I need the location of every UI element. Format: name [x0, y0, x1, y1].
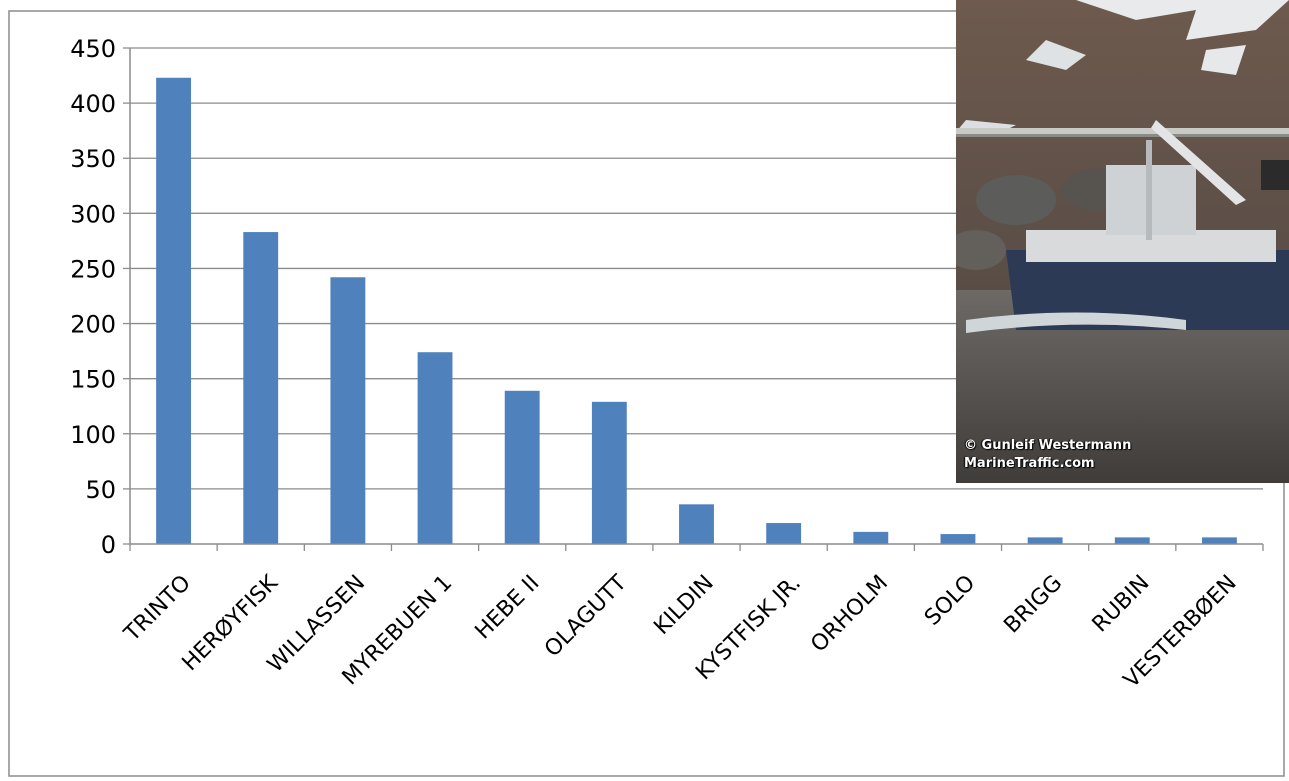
bar-hebe-ii	[504, 390, 540, 544]
ship-photo: KYSTFISK JR MYRE © Gunleif Westermann Ma…	[956, 0, 1289, 483]
bar-rubin	[1114, 537, 1150, 544]
y-tick-label: 450	[70, 35, 116, 63]
y-tick-label: 150	[70, 366, 116, 394]
photo-credit-site: MarineTraffic.com	[964, 456, 1095, 471]
bar-vesterbøen	[1201, 537, 1237, 544]
bar-kystfisk-jr-	[766, 523, 802, 544]
hull-name: KYSTFISK JR	[1206, 266, 1269, 276]
bar-herøyfisk	[243, 232, 279, 544]
y-tick-label: 250	[70, 255, 116, 283]
y-tick-label: 200	[70, 311, 116, 339]
y-tick-label: 300	[70, 200, 116, 228]
y-tick-label: 0	[101, 531, 116, 559]
axes	[123, 47, 1264, 551]
bar-olagutt	[591, 401, 627, 544]
bar-willassen	[330, 277, 366, 544]
y-tick-label: 350	[70, 145, 116, 173]
y-tick-label: 50	[85, 476, 116, 504]
y-tick-label: 100	[70, 421, 116, 449]
bar-kildin	[679, 504, 714, 544]
hull-port: MYRE	[1238, 278, 1255, 285]
bar-brigg	[1027, 537, 1063, 544]
bar-solo	[940, 534, 976, 544]
bar-trinto	[156, 77, 192, 544]
y-tick-label: 400	[70, 90, 116, 118]
ship-photo-image: KYSTFISK JR MYRE	[956, 0, 1289, 483]
bar-orholm	[853, 531, 889, 544]
photo-credit-author: © Gunleif Westermann	[964, 438, 1132, 453]
bar-myrebuen-1	[417, 352, 453, 544]
bars	[156, 77, 1237, 544]
